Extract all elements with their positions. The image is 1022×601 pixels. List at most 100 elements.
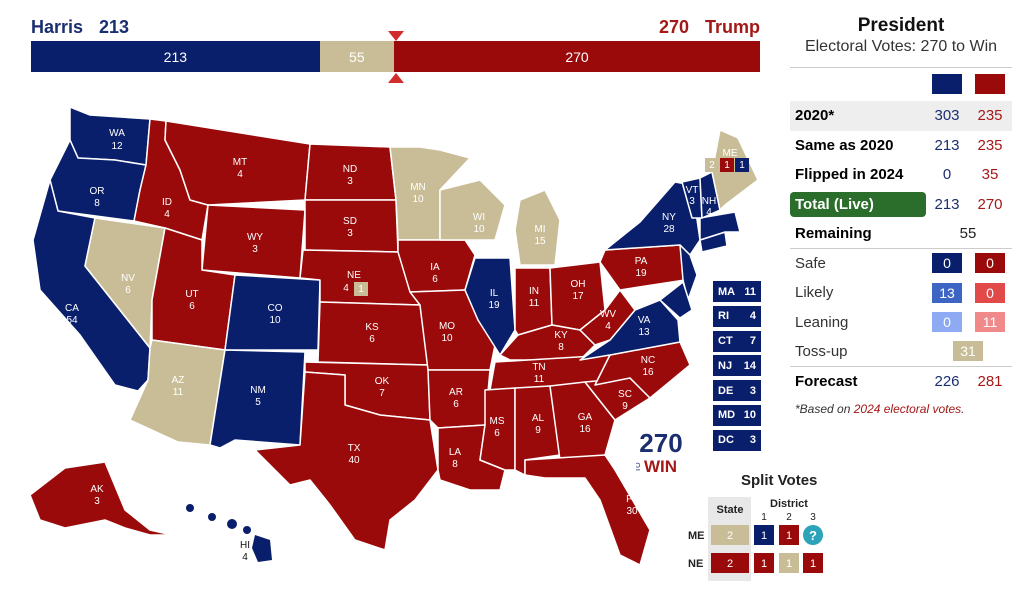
svg-text:MS: MS (490, 416, 505, 427)
small-state-nj[interactable]: NJ 14 (713, 355, 761, 377)
svg-text:7: 7 (379, 388, 385, 399)
small-state-ri[interactable]: RI 4 (713, 305, 761, 327)
svg-text:8: 8 (452, 459, 458, 470)
svg-text:TX: TX (348, 443, 361, 454)
svg-text:SC: SC (618, 389, 632, 400)
state-ks[interactable]: KS6 (317, 301, 429, 366)
row-same-rep: 235 (977, 136, 1003, 154)
svg-text:4: 4 (343, 283, 349, 294)
small-state-ev: 3 (749, 384, 756, 397)
small-state-dc[interactable]: DC 3 (713, 429, 761, 451)
ne-district-box (354, 282, 368, 296)
svg-text:MO: MO (439, 321, 455, 332)
state-ia[interactable]: IA6 (397, 239, 476, 293)
row-forecast-label: Forecast (795, 372, 858, 390)
svg-text:KS: KS (365, 322, 379, 333)
ne-state-cell (711, 553, 749, 573)
svg-text:HI: HI (240, 540, 250, 551)
row-2020-label: 2020* (795, 107, 835, 125)
state-ar[interactable]: AR6 (427, 369, 491, 429)
state-me[interactable]: ME 2 1 1 (705, 129, 759, 211)
svg-text:OK: OK (375, 376, 390, 387)
row-2020: 2020* 303 235 (790, 101, 1012, 131)
row-tossup-label: Toss-up (795, 342, 848, 360)
svg-text:PA: PA (635, 256, 648, 267)
footnote-link[interactable]: 2024 electoral votes (853, 402, 962, 416)
svg-text:8: 8 (94, 198, 100, 209)
svg-text:30: 30 (626, 506, 638, 517)
rep-candidate: 270 Trump (659, 17, 760, 38)
state-nv[interactable]: NV6 (84, 217, 166, 349)
small-state-ct[interactable]: CT 7 (713, 330, 761, 352)
small-state-abbr: MA (718, 285, 736, 298)
small-state-ev: 4 (749, 310, 756, 323)
svg-text:10: 10 (412, 194, 424, 205)
svg-text:6: 6 (125, 285, 131, 296)
small-state-ev: 3 (749, 434, 756, 447)
row-forecast: Forecast 226 281 (790, 367, 1012, 397)
svg-text:3: 3 (252, 244, 258, 255)
state-wa[interactable]: WA 12 (69, 106, 151, 166)
small-state-md[interactable]: MD 10 (713, 404, 761, 426)
row-2020-rep: 235 (977, 107, 1003, 125)
svg-text:5: 5 (255, 397, 261, 408)
state-wy[interactable]: WY3 (201, 204, 306, 279)
svg-text:10: 10 (441, 333, 453, 344)
svg-text:VA: VA (638, 315, 651, 326)
row-2020-dem: 303 (934, 107, 960, 125)
state-ms[interactable]: MS6 (479, 387, 516, 471)
me-d1-cell (754, 525, 774, 545)
svg-text:4: 4 (164, 209, 170, 220)
party-color-header (790, 68, 1012, 101)
svg-text:8: 8 (558, 342, 564, 353)
svg-text:WA: WA (109, 128, 125, 139)
svg-text:11: 11 (173, 387, 184, 398)
state-md[interactable] (659, 281, 693, 319)
state-wv[interactable]: WV4 (579, 289, 636, 346)
small-state-abbr: CT (718, 335, 733, 348)
svg-text:AR: AR (449, 387, 463, 398)
small-state-ma[interactable]: MA 11 (713, 281, 761, 302)
row-tossup: Toss-up 31 (790, 337, 1012, 367)
state-mt[interactable]: MT4 (164, 120, 311, 206)
svg-text:ID: ID (162, 197, 172, 208)
row-remaining: Remaining 55 (790, 219, 1012, 249)
row-flipped-label: Flipped in 2024 (795, 166, 904, 184)
svg-text:16: 16 (642, 367, 654, 378)
svg-text:FL: FL (626, 494, 638, 505)
svg-text:3: 3 (347, 176, 353, 187)
row-tossup-value: 31 (953, 341, 983, 362)
svg-text:15: 15 (534, 236, 546, 247)
svg-text:WV: WV (600, 309, 616, 320)
svg-text:2: 2 (709, 160, 715, 171)
me-d3-unknown-icon[interactable] (803, 525, 823, 545)
state-ma[interactable] (699, 211, 741, 241)
svg-text:AK: AK (90, 484, 104, 495)
state-nj[interactable] (679, 244, 698, 301)
state-hi[interactable]: HI4 (186, 504, 272, 563)
state-sd[interactable]: SD3 (304, 199, 399, 253)
row-remaining-value: 55 (959, 224, 977, 242)
state-nd[interactable]: ND3 (304, 143, 397, 201)
svg-text:WIN: WIN (644, 457, 677, 476)
footnote: *Based on 2024 electoral votes. (790, 402, 1012, 416)
row-safe-rep: 0 (975, 253, 1005, 274)
state-nm[interactable]: NM5 (209, 349, 306, 449)
small-state-de[interactable]: DE 3 (713, 380, 761, 402)
footnote-text: *Based on (795, 402, 854, 416)
svg-text:WY: WY (247, 232, 263, 243)
svg-text:3: 3 (810, 512, 816, 523)
me-state-box (705, 158, 719, 172)
state-ak[interactable]: AK3 (29, 461, 173, 536)
svg-text:54: 54 (66, 315, 78, 326)
